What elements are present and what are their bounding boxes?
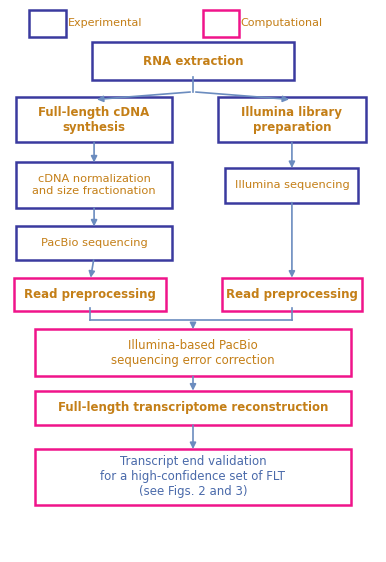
Text: Read preprocessing: Read preprocessing — [24, 288, 156, 301]
Text: PacBio sequencing: PacBio sequencing — [41, 238, 147, 248]
FancyBboxPatch shape — [16, 226, 172, 260]
FancyBboxPatch shape — [218, 97, 366, 142]
Text: RNA extraction: RNA extraction — [143, 55, 243, 67]
FancyBboxPatch shape — [203, 10, 239, 37]
Text: Illumina-based PacBio
sequencing error correction: Illumina-based PacBio sequencing error c… — [111, 339, 275, 367]
Text: Read preprocessing: Read preprocessing — [226, 288, 358, 301]
FancyBboxPatch shape — [92, 42, 294, 80]
FancyBboxPatch shape — [29, 10, 66, 37]
FancyBboxPatch shape — [16, 162, 172, 208]
FancyBboxPatch shape — [35, 329, 351, 377]
FancyBboxPatch shape — [16, 97, 172, 142]
Text: Illumina sequencing: Illumina sequencing — [235, 180, 349, 191]
FancyBboxPatch shape — [35, 449, 351, 505]
FancyBboxPatch shape — [14, 278, 166, 311]
Text: Transcript end validation
for a high-confidence set of FLT
(see Figs. 2 and 3): Transcript end validation for a high-con… — [100, 455, 286, 498]
Text: Experimental: Experimental — [68, 19, 142, 28]
Text: Computational: Computational — [240, 19, 323, 28]
Text: Full-length cDNA
synthesis: Full-length cDNA synthesis — [39, 106, 150, 134]
FancyBboxPatch shape — [222, 278, 362, 311]
Text: Illumina library
preparation: Illumina library preparation — [241, 106, 342, 134]
Text: Full-length transcriptome reconstruction: Full-length transcriptome reconstruction — [58, 401, 328, 414]
Text: cDNA normalization
and size fractionation: cDNA normalization and size fractionatio… — [32, 174, 156, 196]
FancyBboxPatch shape — [225, 168, 359, 202]
FancyBboxPatch shape — [35, 391, 351, 425]
